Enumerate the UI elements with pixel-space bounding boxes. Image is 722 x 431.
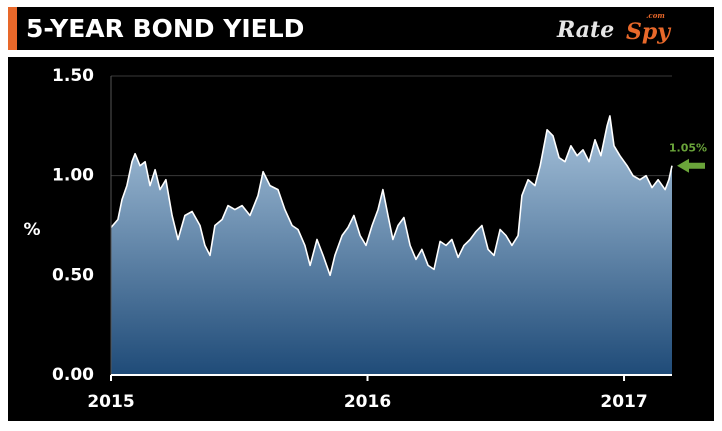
- logo-com: .com: [646, 11, 665, 20]
- logo-rate: Rate: [556, 17, 614, 43]
- y-tick-label: 1.00: [52, 166, 94, 186]
- title-bar: [8, 7, 714, 50]
- value-label: 1.05%: [669, 142, 707, 155]
- plot: 0.00 0.50 1.00 1.50% 2015 2016 2017 1.05%: [23, 66, 707, 412]
- x-tick-label: 2016: [344, 392, 391, 412]
- title-accent: [8, 7, 17, 50]
- line: [110, 115, 673, 277]
- area: [111, 115, 672, 376]
- y-tick-label: 0.50: [52, 265, 94, 285]
- x-tick-label: 2017: [600, 392, 647, 412]
- value-arrow: [677, 158, 705, 173]
- y-axis-label: %: [23, 220, 40, 240]
- chart-title: 5-YEAR BOND YIELD: [26, 14, 304, 43]
- logo-spy: Spy: [626, 19, 672, 45]
- y-tick-label: 1.50: [52, 66, 94, 86]
- x-tick-label: 2015: [87, 392, 134, 412]
- y-tick-label: 0.00: [52, 365, 94, 385]
- logo: Rate Spy .com: [556, 11, 672, 45]
